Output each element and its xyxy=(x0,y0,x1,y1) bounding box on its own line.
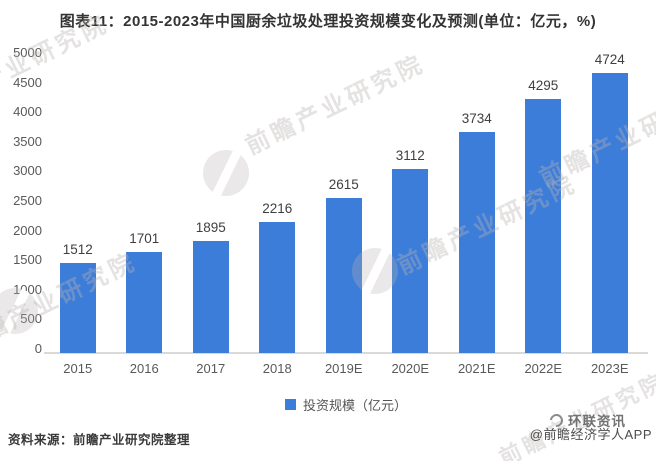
y-tick-label: 2500 xyxy=(13,193,42,208)
x-tick-label: 2015 xyxy=(63,361,93,376)
bar-value-label: 3112 xyxy=(395,147,425,163)
y-tick-label: 1500 xyxy=(13,252,42,268)
bar xyxy=(525,98,562,353)
legend-swatch xyxy=(284,398,296,410)
bar xyxy=(591,73,628,353)
bar-value-label: 3734 xyxy=(461,110,492,126)
bar-value-label: 1895 xyxy=(195,219,226,235)
legend-label: 投资规模（亿元） xyxy=(302,397,407,413)
bar xyxy=(126,252,163,353)
legend: 投资规模（亿元） xyxy=(44,395,648,413)
bar xyxy=(59,263,96,353)
bar-value-label: 2615 xyxy=(328,177,359,193)
bar-value-label: 2216 xyxy=(262,200,293,216)
bar-value-label: 4295 xyxy=(528,77,559,93)
bar xyxy=(259,221,296,353)
y-tick-label: 4000 xyxy=(13,104,42,120)
x-axis-line xyxy=(44,352,648,354)
x-tick-label: 2020E xyxy=(391,361,430,376)
y-tick-label: 3000 xyxy=(13,163,42,179)
y-tick-label: 3500 xyxy=(13,133,42,149)
y-tick-label: 0 xyxy=(34,341,42,356)
y-tick-label: 5000 xyxy=(13,45,42,60)
x-tick-label: 2018 xyxy=(262,361,292,376)
y-tick-label: 4500 xyxy=(13,74,42,90)
bar-value-label: 1701 xyxy=(129,231,160,247)
x-tick-label: 2021E xyxy=(457,361,496,376)
app-credit: @前瞻经济学人APP xyxy=(529,427,652,442)
y-tick-label: 2000 xyxy=(13,222,42,238)
x-tick-label: 2017 xyxy=(196,361,226,376)
chart-title: 图表11：2015-2023年中国厨余垃圾处理投资规模变化及预测(单位：亿元，%… xyxy=(59,13,597,30)
huanlian-watermark: 环联资讯 xyxy=(547,410,626,430)
x-tick-label: 2016 xyxy=(129,361,159,376)
bar-value-label: 1512 xyxy=(62,242,93,258)
source-note: 资料来源：前瞻产业研究院整理 xyxy=(8,433,191,447)
bar xyxy=(392,168,429,353)
x-tick-label: 2023E xyxy=(590,361,629,376)
bar xyxy=(325,198,362,353)
bar xyxy=(192,240,229,353)
y-tick-label: 1000 xyxy=(13,281,42,297)
huanlian-watermark-label: 环联资讯 xyxy=(568,414,626,429)
x-tick-label: 2022E xyxy=(524,361,563,376)
x-tick-label: 2019E xyxy=(324,361,363,376)
bar-value-label: 4724 xyxy=(594,52,625,68)
y-tick-label: 500 xyxy=(20,311,42,327)
bar xyxy=(458,131,495,353)
